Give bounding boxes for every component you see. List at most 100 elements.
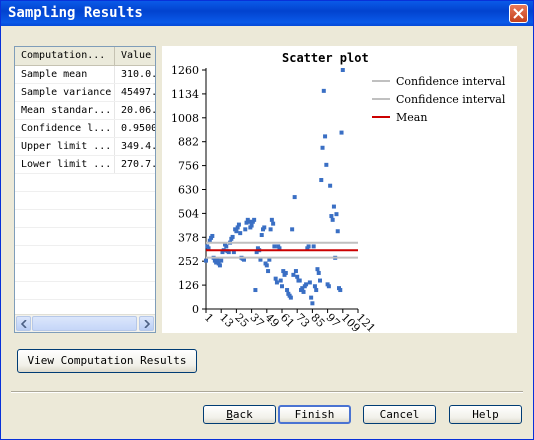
chevron-left-icon: [21, 320, 27, 328]
data-point: [295, 274, 300, 279]
table-cell: Upper limit ...: [15, 138, 115, 155]
y-tick-label: 756: [178, 160, 199, 173]
data-point: [320, 145, 325, 150]
data-point: [210, 233, 215, 238]
table-cell: 45497...: [121, 87, 155, 98]
data-point: [235, 225, 240, 230]
data-point: [243, 227, 248, 232]
data-point: [259, 233, 264, 238]
data-point: [291, 272, 296, 277]
data-point: [324, 162, 329, 167]
data-point: [207, 238, 212, 243]
data-point: [271, 221, 276, 226]
data-point: [340, 68, 345, 72]
data-point: [247, 219, 252, 224]
data-point: [267, 257, 272, 262]
data-point: [219, 258, 224, 263]
data-point: [230, 234, 235, 239]
close-button[interactable]: [509, 4, 528, 23]
data-point: [307, 280, 312, 285]
y-tick-label: 630: [178, 184, 199, 197]
back-label: ack: [232, 408, 253, 421]
table-cell: Lower limit ...: [15, 156, 115, 173]
table-cell: Sample mean: [15, 66, 115, 83]
column-header-value[interactable]: Value: [121, 50, 152, 61]
help-button[interactable]: Help: [449, 405, 522, 424]
data-point: [254, 250, 259, 255]
table-cell: 310.0...: [121, 69, 155, 80]
y-tick-label: 378: [178, 231, 199, 244]
table-row-empty: [15, 264, 155, 282]
chart-legend: Confidence interval Confidence interval Me…: [372, 75, 506, 124]
data-point: [334, 212, 339, 217]
data-point: [316, 270, 321, 275]
data-point: [283, 270, 288, 275]
data-point: [238, 231, 243, 236]
data-point: [272, 244, 277, 249]
data-point: [249, 223, 254, 228]
scroll-right-button[interactable]: [139, 316, 154, 331]
data-point: [268, 227, 273, 232]
data-point: [262, 225, 267, 230]
data-point: [339, 130, 344, 135]
data-point: [300, 286, 305, 291]
data-point: [318, 278, 322, 283]
data-point: [278, 278, 283, 283]
data-point: [274, 280, 279, 285]
data-point: [338, 288, 343, 293]
data-point: [288, 295, 293, 300]
data-point: [330, 217, 335, 222]
column-header-computation[interactable]: Computation...: [15, 47, 115, 65]
scatter-chart-panel: Scatter plot 0 126 252 378 504 630 756 882 1008 1…: [162, 46, 517, 335]
legend-label: Mean: [396, 111, 427, 124]
table-row[interactable]: Upper limit ... 349.4...: [15, 138, 155, 156]
view-computation-results-button[interactable]: View Computation Results: [17, 349, 197, 373]
finish-button[interactable]: Finish: [278, 405, 351, 424]
data-point: [297, 278, 302, 283]
window-title: Sampling Results: [8, 5, 143, 21]
data-point: [258, 257, 263, 262]
data-point: [310, 301, 315, 306]
cancel-button[interactable]: Cancel: [363, 405, 436, 424]
y-tick-label: 1134: [171, 88, 199, 101]
table-row-empty: [15, 246, 155, 264]
title-bar[interactable]: Sampling Results: [1, 1, 533, 26]
table-row[interactable]: Mean standar... 20.06...: [15, 102, 155, 120]
y-tick-label: 1008: [171, 112, 199, 125]
table-row[interactable]: Sample variance 45497...: [15, 84, 155, 102]
data-point: [204, 258, 208, 263]
data-point: [321, 88, 326, 93]
data-point: [301, 289, 306, 294]
chart-title: Scatter plot: [282, 51, 369, 65]
data-point: [253, 288, 258, 293]
close-icon: [513, 8, 524, 19]
scroll-thumb[interactable]: [32, 316, 137, 331]
data-point: [319, 178, 324, 183]
table-row-empty: [15, 192, 155, 210]
table-row[interactable]: Lower limit ... 270.7...: [15, 156, 155, 174]
data-point: [226, 250, 231, 255]
table-row[interactable]: Sample mean 310.0...: [15, 66, 155, 84]
data-point: [331, 204, 336, 209]
table-body: Sample mean 310.0... Sample variance 454…: [15, 66, 155, 332]
data-point: [206, 246, 211, 251]
legend-label: Confidence interval: [396, 93, 506, 106]
scroll-left-button[interactable]: [16, 316, 31, 331]
table-row-empty: [15, 282, 155, 300]
data-point: [266, 269, 271, 274]
data-point: [285, 288, 290, 293]
data-point: [214, 260, 219, 265]
data-point: [273, 276, 278, 281]
back-button[interactable]: Back: [203, 405, 276, 424]
y-tick-label: 0: [192, 303, 199, 316]
table-row[interactable]: Confidence l... 0.9500: [15, 120, 155, 138]
x-tick-label: 1: [202, 311, 216, 325]
data-point: [236, 222, 241, 227]
horizontal-scrollbar[interactable]: [15, 314, 155, 332]
table-cell: Mean standar...: [15, 102, 115, 119]
data-point: [264, 263, 269, 268]
chevron-right-icon: [144, 320, 150, 328]
data-point: [280, 284, 284, 289]
data-point: [326, 284, 331, 289]
separator: [11, 391, 523, 393]
